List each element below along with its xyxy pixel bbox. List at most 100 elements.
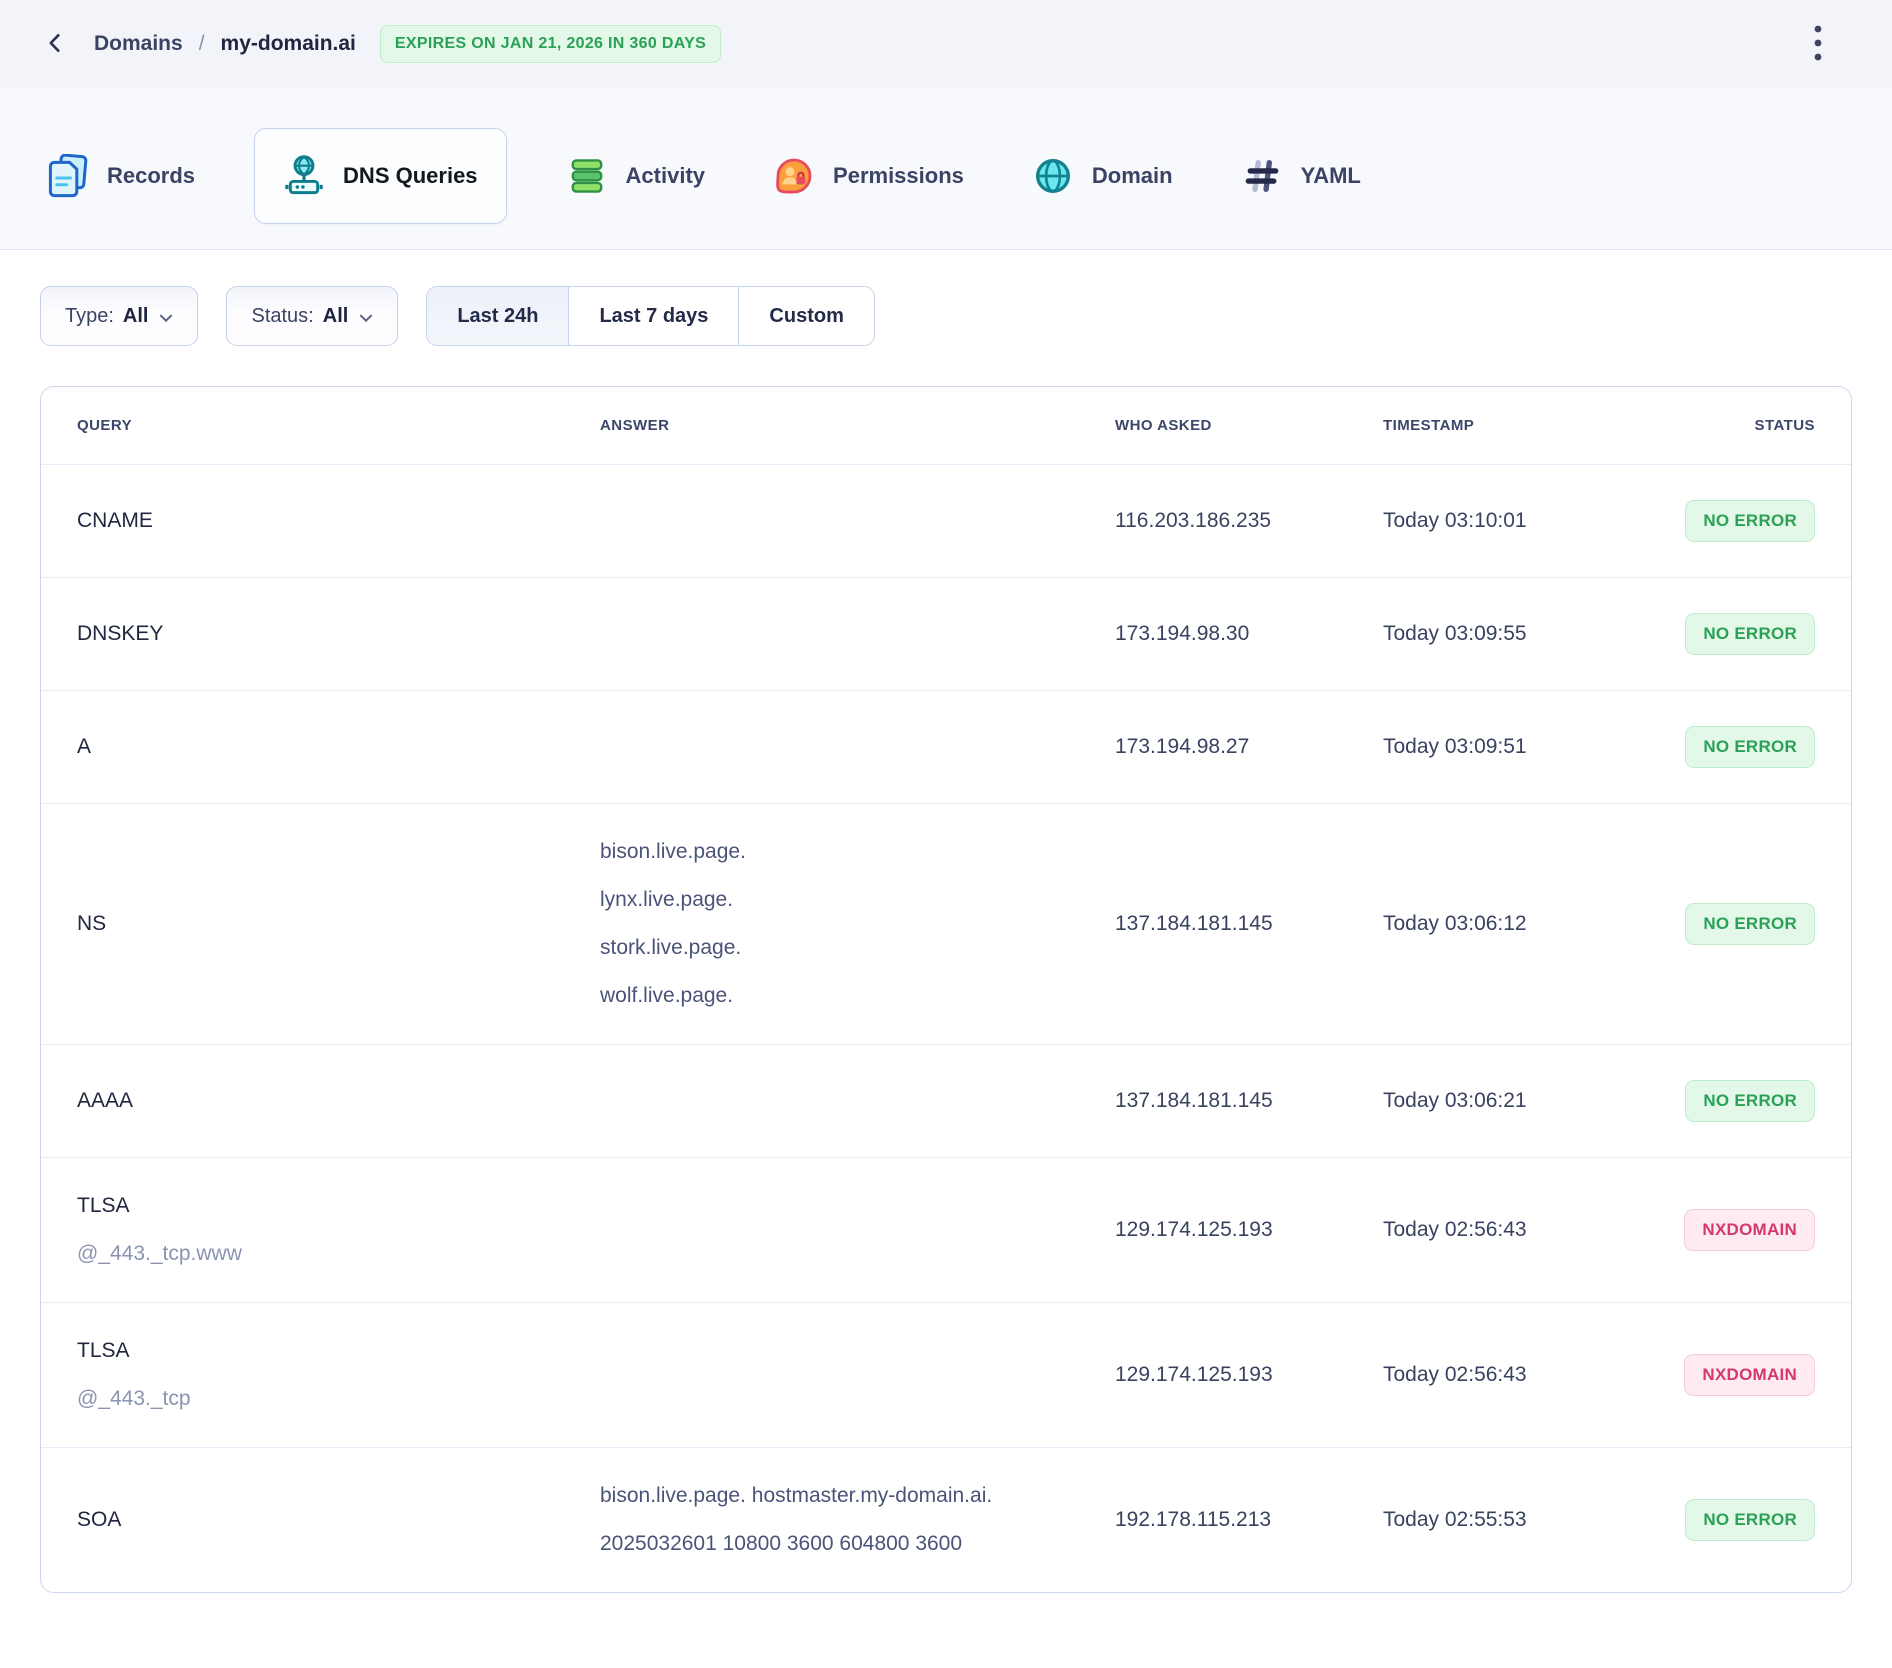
column-header-who-asked: WHO ASKED xyxy=(1115,417,1212,434)
who-asked-value: 129.174.125.193 xyxy=(1115,1218,1273,1241)
layers-icon xyxy=(566,153,608,199)
table-row[interactable]: NS bison.live.page. lynx.live.page. stork.… xyxy=(41,803,1851,1044)
status-badge: NO ERROR xyxy=(1685,613,1815,655)
who-asked-value: 173.194.98.30 xyxy=(1115,622,1250,645)
query-type: NS xyxy=(77,912,107,935)
table-row[interactable]: TLSA @_443._tcp.www 129.174.125.193 Toda… xyxy=(41,1157,1851,1302)
status-badge: NXDOMAIN xyxy=(1684,1354,1815,1396)
tab-label: DNS Queries xyxy=(343,162,478,188)
query-type: TLSA xyxy=(77,1339,130,1362)
who-asked-value: 129.174.125.193 xyxy=(1115,1363,1273,1386)
type-filter-dropdown[interactable]: Type: All xyxy=(40,286,199,346)
who-asked-value: 192.178.115.213 xyxy=(1115,1508,1272,1531)
chevron-left-icon xyxy=(44,32,66,57)
query-subname: @_443._tcp.www xyxy=(77,1242,242,1265)
status-cell: NO ERROR xyxy=(1685,500,1815,542)
range-last-24h[interactable]: Last 24h xyxy=(427,287,570,345)
table-row[interactable]: AAAA 137.184.181.145 Today 03:06:21 NO E… xyxy=(41,1044,1851,1157)
column-header-status: STATUS xyxy=(1754,417,1815,434)
status-cell: NXDOMAIN xyxy=(1684,1354,1815,1396)
query-type: TLSA xyxy=(77,1194,130,1217)
documents-icon xyxy=(47,153,89,199)
timestamp-value: Today 03:10:01 xyxy=(1383,509,1527,532)
status-cell: NO ERROR xyxy=(1685,903,1815,945)
tab-records[interactable]: Records xyxy=(38,128,204,224)
people-lock-icon xyxy=(773,153,815,199)
tab-yaml[interactable]: YAML xyxy=(1232,128,1370,224)
tab-domain[interactable]: Domain xyxy=(1023,128,1182,224)
status-cell: NXDOMAIN xyxy=(1684,1209,1815,1251)
table-section: QUERY ANSWER WHO ASKED TIMESTAMP STATUS … xyxy=(0,346,1892,1668)
query-cell: TLSA @_443._tcp.www xyxy=(77,1182,600,1278)
answer-cell: bison.live.page. hostmaster.my-domain.ai… xyxy=(600,1472,1115,1568)
who-asked-value: 116.203.186.235 xyxy=(1115,509,1272,532)
range-last-7-days[interactable]: Last 7 days xyxy=(569,287,740,345)
kebab-menu-icon xyxy=(1813,24,1823,65)
status-cell: NO ERROR xyxy=(1685,1080,1815,1122)
tab-permissions[interactable]: Permissions xyxy=(764,128,973,224)
query-cell: CNAME xyxy=(77,497,600,545)
query-cell: NS xyxy=(77,900,600,948)
tab-dns-queries[interactable]: DNS Queries xyxy=(254,127,507,224)
type-filter-value: All xyxy=(122,304,149,327)
more-actions-button[interactable] xyxy=(1800,22,1836,66)
dns-server-icon xyxy=(283,153,325,199)
who-asked-value: 137.184.181.145 xyxy=(1115,1089,1273,1112)
query-type: SOA xyxy=(77,1508,122,1531)
timestamp-value: Today 02:55:53 xyxy=(1383,1508,1527,1531)
who-asked-value: 137.184.181.145 xyxy=(1115,912,1273,935)
top-header: Domains / my-domain.ai EXPIRES ON JAN 21… xyxy=(0,0,1892,88)
answer-cell: bison.live.page. lynx.live.page. stork.liv… xyxy=(600,828,1115,1020)
status-filter-dropdown[interactable]: Status: All xyxy=(226,286,399,346)
timestamp-value: Today 03:06:12 xyxy=(1383,912,1527,935)
status-filter-label: Status: xyxy=(251,304,314,327)
hash-icon xyxy=(1241,153,1283,199)
status-cell: NO ERROR xyxy=(1685,1499,1815,1541)
query-type: DNSKEY xyxy=(77,622,164,645)
globe-icon xyxy=(1032,153,1074,199)
column-header-timestamp: TIMESTAMP xyxy=(1383,417,1475,434)
answer-value: lynx.live.page. xyxy=(600,888,734,911)
table-row[interactable]: TLSA @_443._tcp 129.174.125.193 Today 02… xyxy=(41,1302,1851,1447)
table-row[interactable]: CNAME 116.203.186.235 Today 03:10:01 NO … xyxy=(41,464,1851,577)
chevron-down-icon xyxy=(359,306,373,329)
status-badge: NO ERROR xyxy=(1685,1499,1815,1541)
status-badge: NO ERROR xyxy=(1685,500,1815,542)
query-cell: SOA xyxy=(77,1496,600,1544)
timestamp-value: Today 03:09:51 xyxy=(1383,735,1527,758)
query-type: CNAME xyxy=(77,509,153,532)
expiry-badge: EXPIRES ON JAN 21, 2026 IN 360 DAYS xyxy=(379,25,722,63)
tab-label: Permissions xyxy=(833,162,964,188)
tab-label: Domain xyxy=(1091,162,1173,188)
tab-label: Activity xyxy=(625,162,706,188)
table-body: CNAME 116.203.186.235 Today 03:10:01 NO … xyxy=(41,464,1851,1592)
tab-bar: Records DNS Queries xyxy=(0,88,1892,250)
status-filter-value: All xyxy=(322,304,349,327)
time-range-segmented-control: Last 24h Last 7 days Custom xyxy=(426,286,875,346)
tab-label: YAML xyxy=(1300,162,1361,188)
table-row[interactable]: A 173.194.98.27 Today 03:09:51 NO ERROR xyxy=(41,690,1851,803)
query-subname: @_443._tcp xyxy=(77,1387,191,1410)
range-custom[interactable]: Custom xyxy=(739,287,874,345)
breadcrumb: Domains / my-domain.ai xyxy=(94,32,356,56)
breadcrumb-current-domain: my-domain.ai xyxy=(220,32,356,55)
dns-queries-table: QUERY ANSWER WHO ASKED TIMESTAMP STATUS … xyxy=(40,386,1852,1593)
filter-bar: Type: All Status: All Last 24h Last 7 da… xyxy=(0,250,1892,346)
status-badge: NO ERROR xyxy=(1685,903,1815,945)
table-row[interactable]: DNSKEY 173.194.98.30 Today 03:09:55 NO E… xyxy=(41,577,1851,690)
breadcrumb-domains-link[interactable]: Domains xyxy=(94,32,183,55)
answer-value: bison.live.page. hostmaster.my-domain.ai… xyxy=(600,1484,993,1555)
tab-activity[interactable]: Activity xyxy=(557,128,714,224)
status-badge: NO ERROR xyxy=(1685,726,1815,768)
table-row[interactable]: SOA bison.live.page. hostmaster.my-domai… xyxy=(41,1447,1851,1592)
status-badge: NO ERROR xyxy=(1685,1080,1815,1122)
answer-value: bison.live.page. xyxy=(600,840,746,863)
answer-value: wolf.live.page. xyxy=(600,984,734,1007)
query-cell: AAAA xyxy=(77,1077,600,1125)
timestamp-value: Today 02:56:43 xyxy=(1383,1363,1527,1386)
query-type: A xyxy=(77,735,92,758)
back-button[interactable] xyxy=(38,27,72,61)
status-cell: NO ERROR xyxy=(1685,613,1815,655)
query-type: AAAA xyxy=(77,1089,134,1112)
